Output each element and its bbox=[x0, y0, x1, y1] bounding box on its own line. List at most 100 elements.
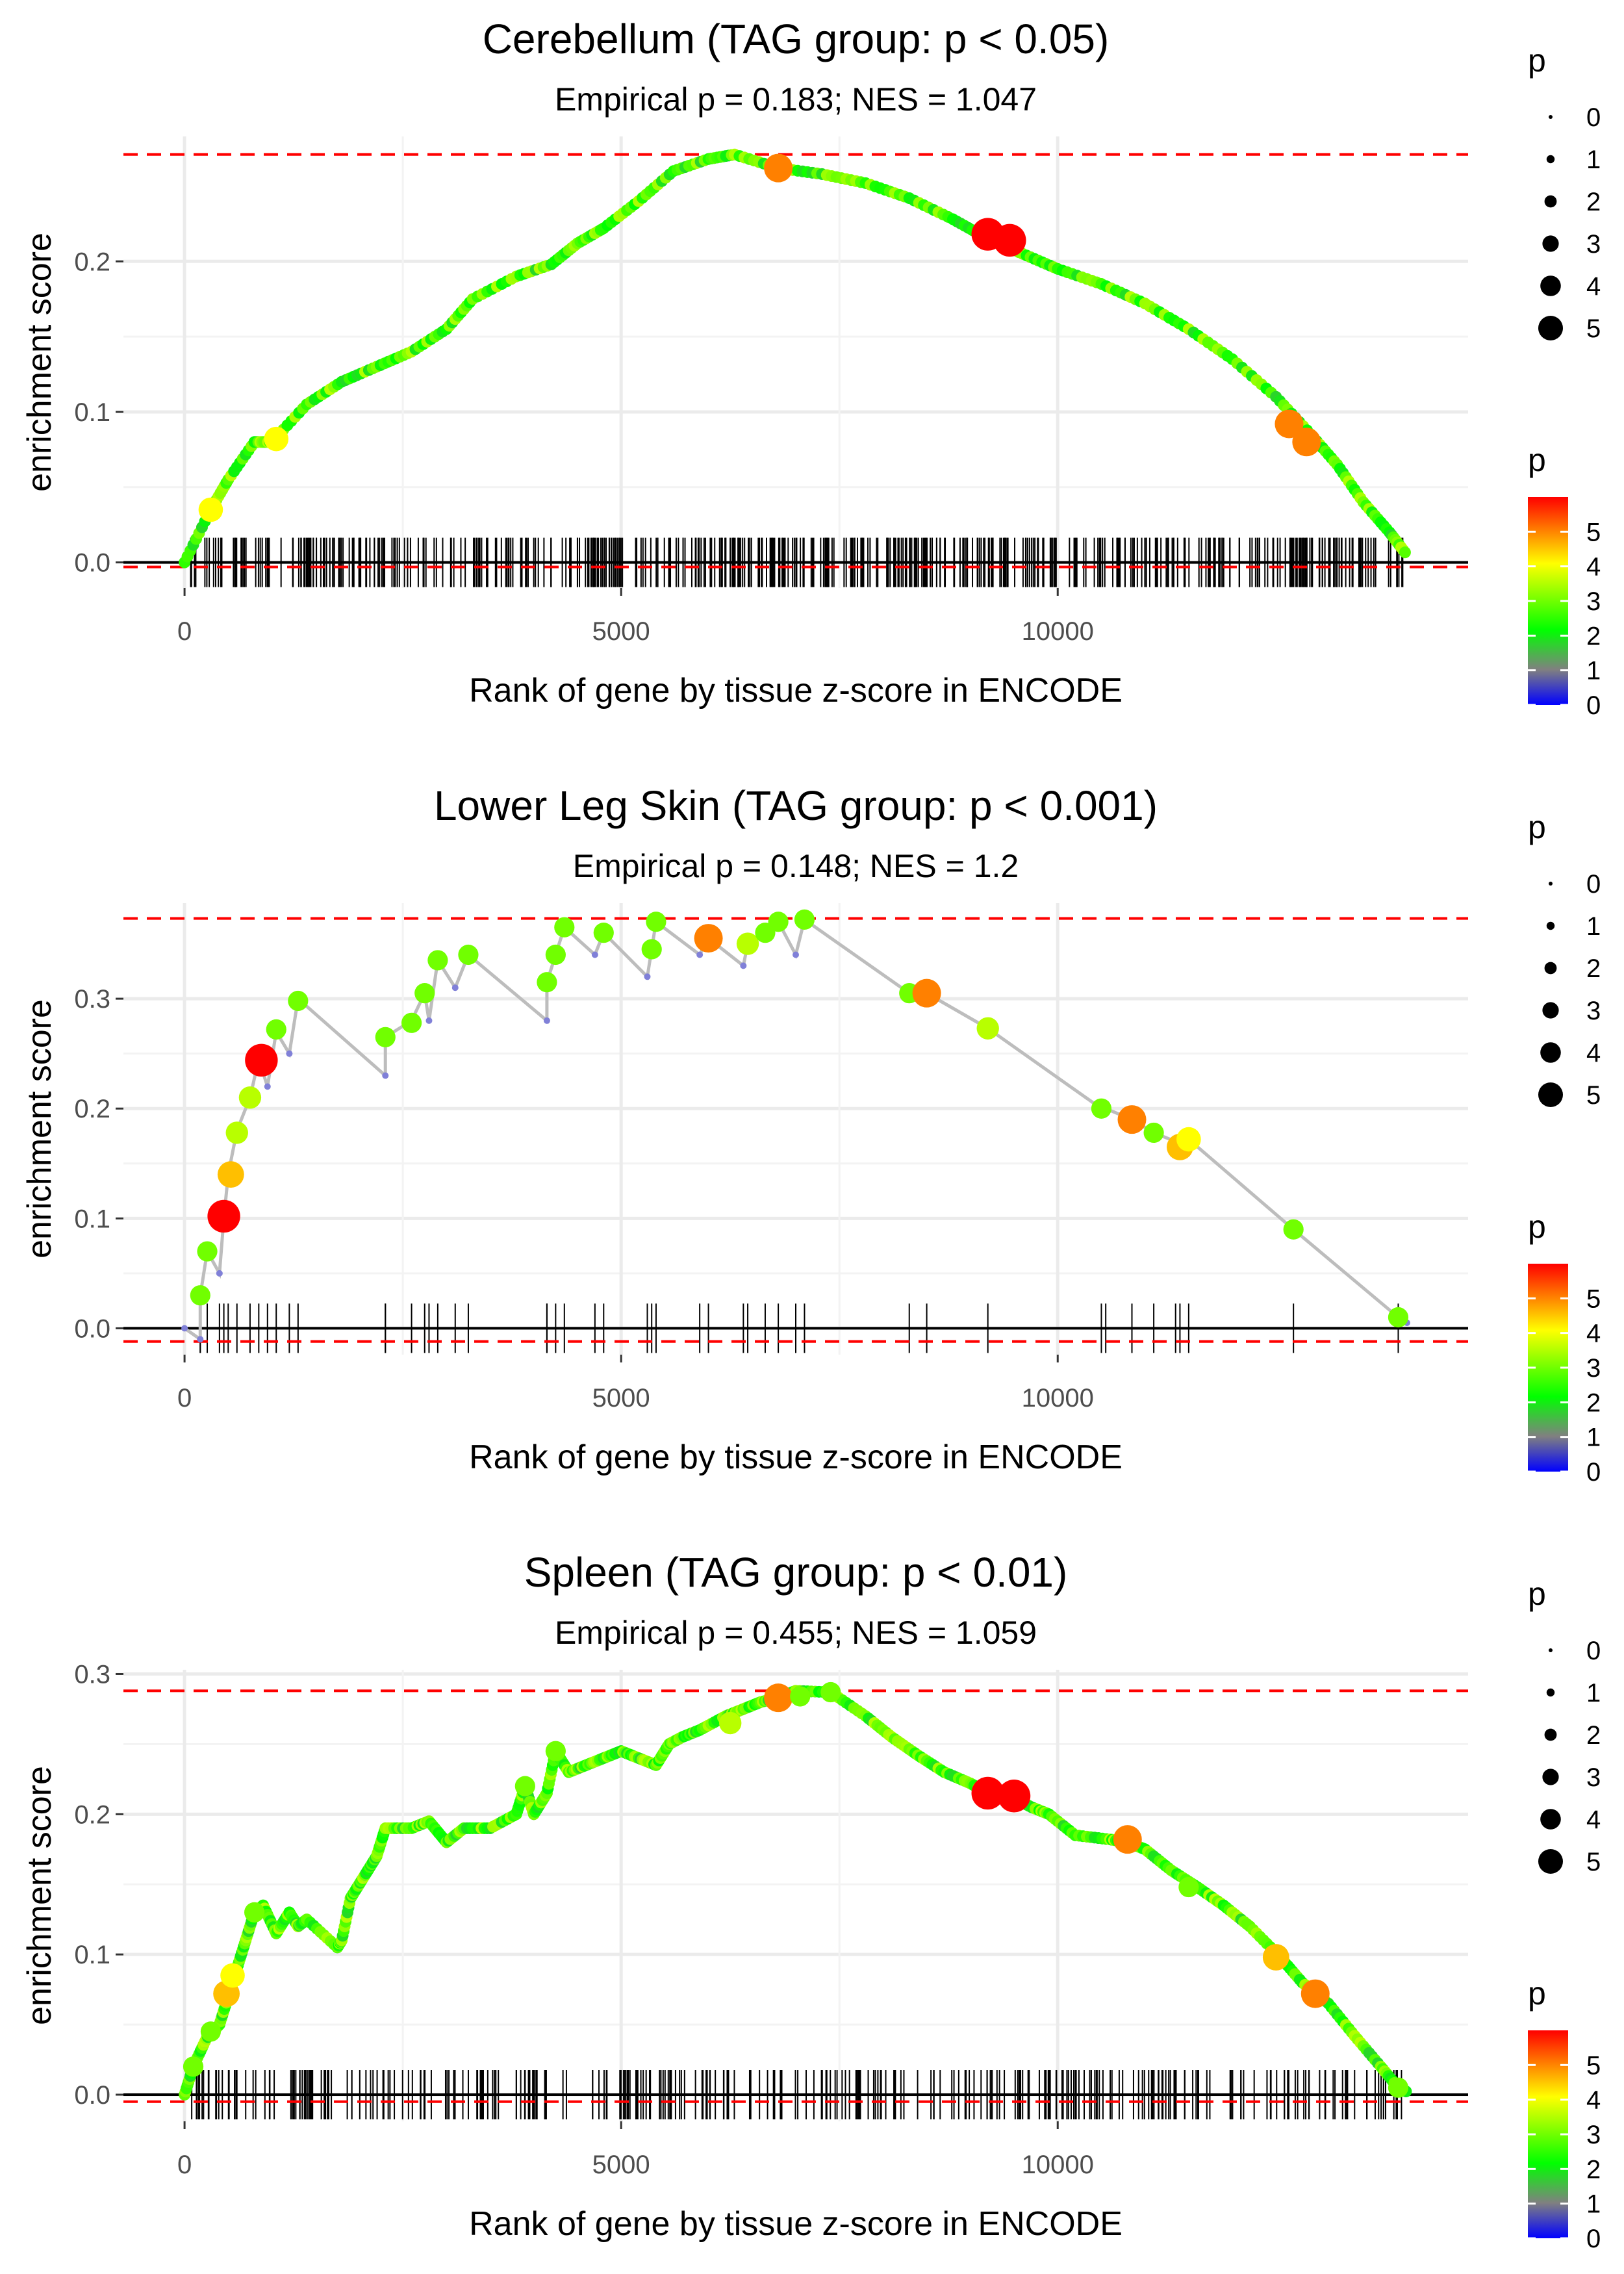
highlight-point bbox=[1091, 1098, 1112, 1119]
y-tick-label: 0.0 bbox=[74, 549, 110, 578]
size-legend-label: 4 bbox=[1586, 1039, 1601, 1067]
highlight-point bbox=[820, 1681, 841, 1703]
size-legend-label: 5 bbox=[1586, 1081, 1601, 1110]
highlight-point bbox=[183, 2056, 204, 2077]
highlight-point bbox=[238, 1086, 262, 1109]
gene-point bbox=[591, 951, 598, 958]
size-legend-label: 4 bbox=[1586, 1806, 1601, 1834]
gene-points bbox=[181, 916, 1410, 1343]
color-legend-label: 3 bbox=[1586, 1354, 1601, 1383]
color-legend-label: 5 bbox=[1586, 2051, 1601, 2080]
highlight-points bbox=[190, 909, 1409, 1328]
size-legend-dot bbox=[1542, 1002, 1559, 1019]
size-legend-dot bbox=[1540, 1809, 1561, 1830]
size-legend: p 0 1 2 3 4 5 bbox=[1528, 809, 1601, 1110]
color-legend-label: 0 bbox=[1586, 2225, 1601, 2253]
chart-subtitle: Empirical p = 0.183; NES = 1.047 bbox=[555, 81, 1037, 118]
highlight-point bbox=[1176, 1127, 1201, 1152]
highlight-point bbox=[217, 1161, 244, 1188]
color-legend-label: 0 bbox=[1586, 691, 1601, 720]
highlight-point bbox=[641, 939, 662, 960]
gene-point bbox=[740, 962, 747, 969]
x-axis-label: Rank of gene by tissue z-score in ENCODE bbox=[469, 672, 1123, 709]
y-tick-label: 0.2 bbox=[74, 1095, 110, 1123]
y-tick-label: 0.3 bbox=[74, 985, 110, 1014]
x-tick-label: 5000 bbox=[592, 617, 650, 646]
highlight-point bbox=[694, 924, 723, 953]
highlight-point bbox=[198, 497, 223, 522]
gene-point bbox=[451, 984, 459, 991]
highlight-point bbox=[537, 972, 557, 993]
highlight-point bbox=[207, 1199, 240, 1233]
size-legend-dot bbox=[1544, 195, 1557, 208]
color-legend-label: 1 bbox=[1586, 657, 1601, 685]
highlight-point bbox=[401, 1012, 422, 1033]
highlight-point bbox=[190, 1285, 210, 1306]
highlight-point bbox=[993, 224, 1026, 257]
highlight-point bbox=[545, 944, 566, 965]
size-legend-dot bbox=[1549, 1648, 1553, 1652]
highlight-point bbox=[736, 932, 759, 955]
chart-title: Spleen (TAG group: p < 0.01) bbox=[524, 1549, 1068, 1596]
size-legend-dot bbox=[1540, 1042, 1561, 1063]
size-legend-label: 1 bbox=[1586, 146, 1601, 174]
color-legend-title: p bbox=[1528, 1208, 1546, 1245]
size-legend-label: 5 bbox=[1586, 314, 1601, 343]
color-legend-label: 2 bbox=[1586, 622, 1601, 650]
highlight-point bbox=[997, 1780, 1031, 1813]
y-tick-label: 0.1 bbox=[74, 1205, 110, 1233]
highlight-point bbox=[593, 923, 614, 943]
highlight-point bbox=[244, 1902, 265, 1923]
highlight-point bbox=[794, 909, 815, 930]
gene-point bbox=[264, 1083, 271, 1090]
y-axis-label: enrichment score bbox=[21, 999, 58, 1258]
size-legend-dot bbox=[1542, 235, 1559, 252]
gene-points bbox=[179, 148, 1411, 568]
size-legend-label: 5 bbox=[1586, 1848, 1601, 1876]
size-legend-dot bbox=[1549, 882, 1553, 886]
highlight-point bbox=[764, 1683, 793, 1713]
size-legend-dot bbox=[1538, 316, 1563, 340]
gene-point bbox=[382, 1072, 389, 1079]
color-legend-label: 4 bbox=[1586, 1320, 1601, 1348]
y-tick-label: 0.0 bbox=[74, 2081, 110, 2110]
highlight-point bbox=[266, 1019, 286, 1040]
size-legend-label: 3 bbox=[1586, 1763, 1601, 1792]
gene-point bbox=[644, 973, 651, 980]
size-legend-dot bbox=[1549, 115, 1553, 119]
size-legend-label: 2 bbox=[1586, 188, 1601, 216]
x-tick-label: 5000 bbox=[592, 1384, 650, 1412]
size-legend: p 0 1 2 3 4 5 bbox=[1528, 1576, 1601, 1876]
highlight-point bbox=[197, 1241, 218, 1262]
highlight-point bbox=[375, 1027, 396, 1047]
highlight-point bbox=[200, 2021, 222, 2042]
size-legend-label: 4 bbox=[1586, 272, 1601, 301]
size-legend-dot bbox=[1538, 1849, 1563, 1874]
size-legend-title: p bbox=[1528, 809, 1546, 845]
highlight-point bbox=[1300, 1979, 1330, 2008]
highlight-point bbox=[646, 912, 666, 932]
highlight-point bbox=[1292, 428, 1321, 457]
highlight-point bbox=[545, 1741, 566, 1761]
y-tick-label: 0.1 bbox=[74, 1941, 110, 1969]
gene-point bbox=[286, 1050, 293, 1057]
color-legend-label: 5 bbox=[1586, 518, 1601, 546]
gene-point bbox=[216, 1270, 223, 1277]
highlight-point bbox=[912, 978, 941, 1008]
highlight-point bbox=[790, 1686, 811, 1707]
gridlines bbox=[123, 136, 1468, 588]
gene-point bbox=[793, 951, 799, 958]
y-tick-label: 0.2 bbox=[74, 1800, 110, 1829]
highlight-point bbox=[971, 1776, 1004, 1810]
size-legend-label: 0 bbox=[1586, 1637, 1601, 1665]
size-legend-label: 2 bbox=[1586, 954, 1601, 983]
size-legend-label: 3 bbox=[1586, 997, 1601, 1025]
highlight-points bbox=[198, 153, 1321, 522]
color-legend-label: 2 bbox=[1586, 1388, 1601, 1417]
color-legend: p 5 4 3 2 1 0 bbox=[1528, 1208, 1601, 1487]
color-legend-label: 4 bbox=[1586, 2086, 1601, 2115]
size-legend-title: p bbox=[1528, 1576, 1546, 1612]
highlight-point bbox=[1275, 409, 1304, 439]
enrichment-curve bbox=[183, 917, 1408, 1343]
